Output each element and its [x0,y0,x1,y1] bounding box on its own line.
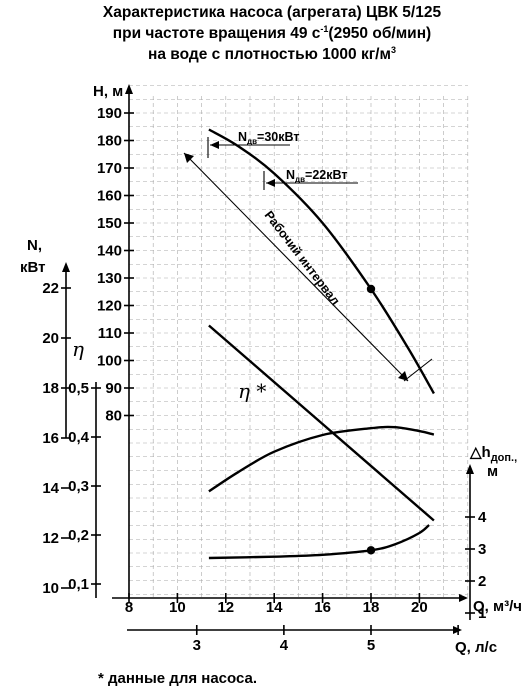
n-axis-label: N, [27,237,42,254]
n-tick-label: 14 [42,480,59,497]
n-tick-label: 12 [42,530,59,547]
chart-title-line3: на воде с плотностью 1000 кг/м3 [148,45,396,63]
npsh-tick-label: 1 [478,605,486,622]
eta-tick-label: 0,1 [68,576,89,593]
motor-22kw-label: Nдв=22кВт [286,168,347,184]
h-tick-label: 190 [97,105,122,122]
axes: 8 10 12 14 16 18 20 Q, м³/ч3 4 5 Q, л/с80901001101… [20,83,522,656]
efficiency-curve [208,425,435,493]
h-axis-label: H, м [93,83,123,100]
npsh-axis-unit: м [487,463,498,480]
n-tick-label: 16 [42,430,59,447]
q-m3h-tick-label: 18 [363,599,380,616]
h-axis-arrow [125,84,133,94]
eta-tick-label: 0,2 [68,527,89,544]
motor-30kw-annotation: Nдв=30кВт [207,130,299,158]
q-m3h-tick-label: 8 [125,599,133,616]
chart-title-line2: при частоте вращения 49 с-1(2950 об/мин) [113,24,431,42]
chart-title-line1: Характеристика насоса (агрегата) ЦВК 5/1… [103,4,442,21]
h-tick-label: 150 [97,215,122,232]
q-ls-tick-label: 3 [193,637,201,654]
q-m3h-axis-arrow [459,594,468,602]
h-tick-label: 90 [105,380,122,397]
h-tick-label: 160 [97,188,122,205]
npsh-tick-label: 2 [478,573,486,590]
working-interval-label: Рабочий интервал [262,208,343,308]
n-axis-arrow [62,262,70,272]
q-ls-tick-label: 4 [280,637,289,654]
power-curve [208,324,435,522]
eta-tick-label: 0,3 [68,478,89,495]
h-tick-label: 130 [97,270,122,287]
npsh-tick-label: 3 [478,541,486,558]
motor-22kw-annotation: Nдв=22кВт [263,168,358,190]
q-m3h-tick-label: 14 [266,599,283,616]
marked-points [366,284,376,555]
q-m3h-tick-label: 20 [411,599,428,616]
npsh-axis-arrow [466,464,474,474]
h-tick-label: 100 [97,353,122,370]
q-ls-tick-label: 5 [367,637,375,654]
eta-tick-label: 0,4 [68,429,90,446]
h-tick-label: 180 [97,133,122,150]
q-m3h-tick-label: 10 [169,599,186,616]
head-curve [208,128,435,395]
npsh-tick-label: 4 [478,509,487,526]
q-m3h-tick-label: 16 [314,599,331,616]
eta-tick-label: 0,5 [68,380,89,397]
h-tick-label: 120 [97,298,122,315]
q-m3h-axis-label: Q, м³/ч [473,598,522,615]
n-tick-label: 20 [42,330,59,347]
h-tick-label: 170 [97,160,122,177]
n-tick-label: 22 [42,280,59,297]
h-tick-label: 110 [98,325,122,342]
n-axis-unit: кВт [20,259,46,276]
footnote: * данные для насоса. [98,670,257,687]
n-tick-label: 10 [42,580,59,597]
eta-axis-label: η [72,337,84,361]
motor-30kw-label: Nдв=30кВт [238,130,299,146]
q-ls-axis-label: Q, л/с [455,639,497,656]
q-m3h-tick-label: 12 [217,599,234,616]
marked-point-H [366,284,376,294]
h-tick-label: 140 [97,243,122,260]
grid [128,85,469,598]
n-tick-label: 18 [42,380,59,397]
marked-point-npsh [366,546,376,555]
npsh-axis-label: △hдоп., [469,444,517,464]
h-tick-label: 80 [105,408,122,425]
eta-star-label: η * [238,379,266,403]
